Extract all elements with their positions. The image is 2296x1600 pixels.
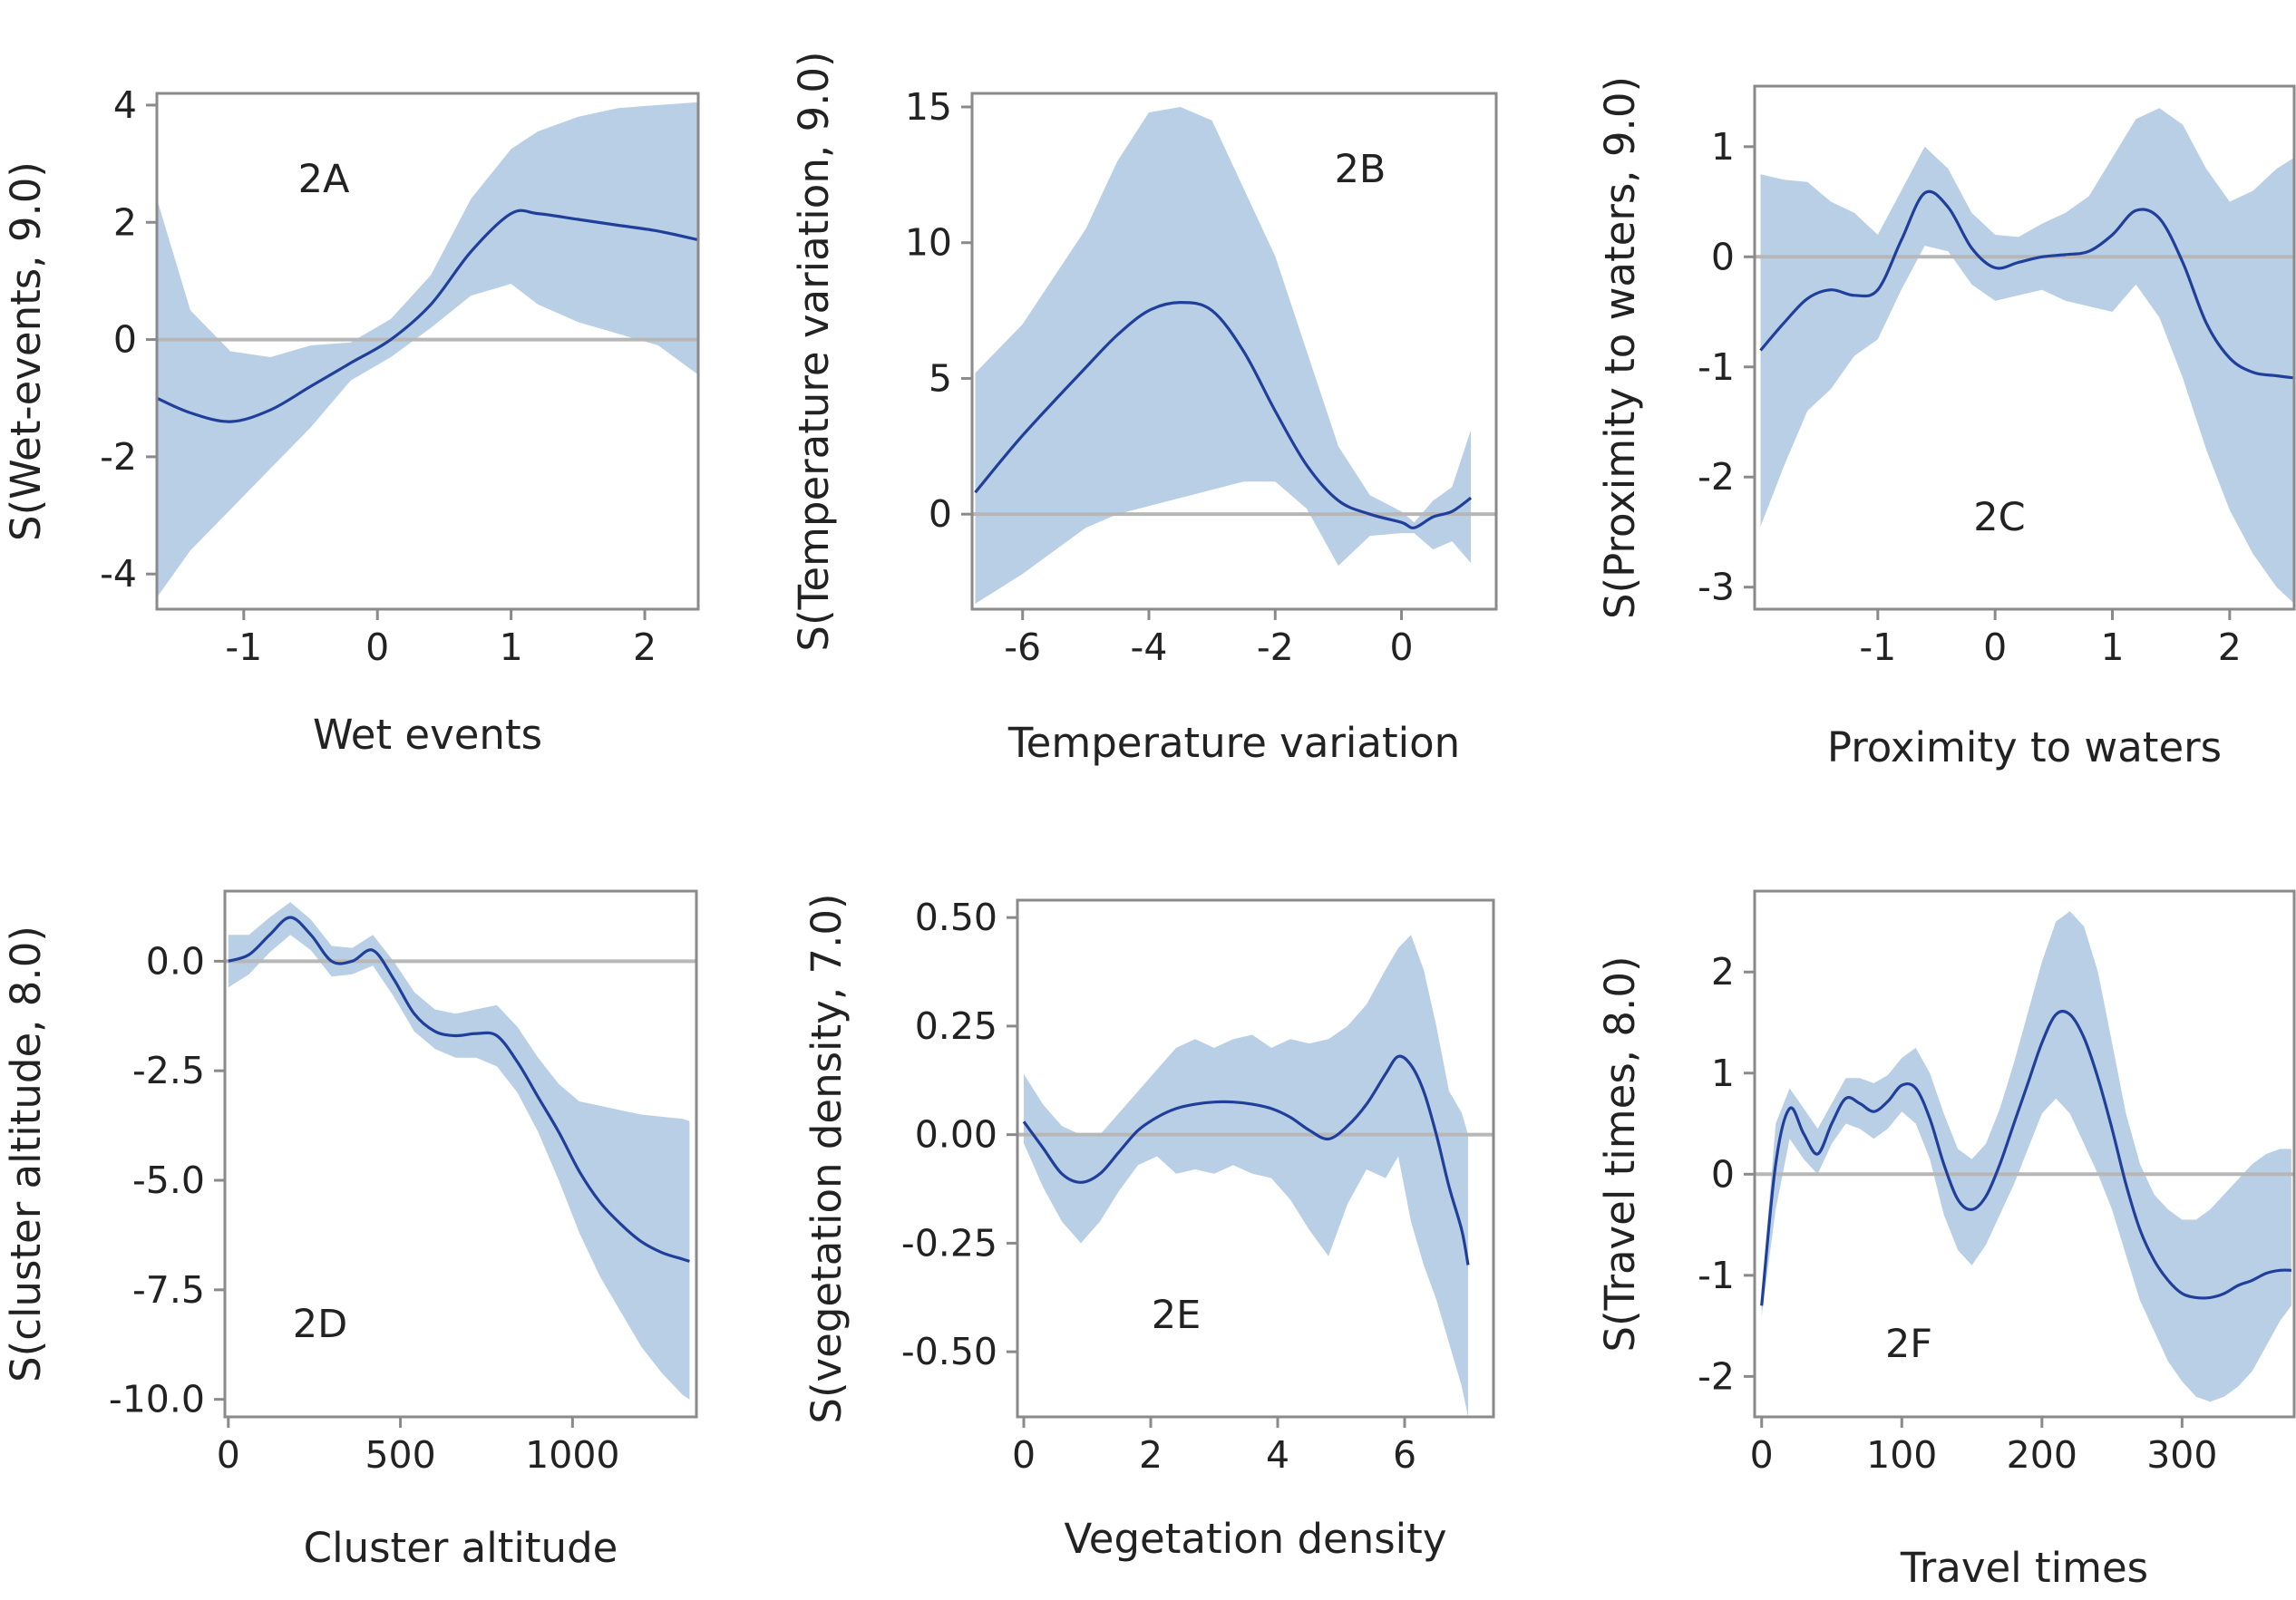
y-tick-label: -2 [100,435,137,479]
plot-frame [1753,84,2296,611]
panel-label: 2F [1885,1322,1932,1367]
panel-label: 2A [298,157,350,202]
y-tick-label: -2 [1698,1354,1735,1398]
x-axis-title: Vegetation density [1065,1515,1447,1563]
y-tick-label: 0.50 [915,896,997,939]
y-tick-label: 0 [113,318,137,362]
y-axis-title: S(Wet-events, 9.0) [2,161,50,541]
y-axis-title: S(vegetation density, 7.0) [803,893,851,1423]
confidence-band [228,902,690,1400]
y-tick-label: 0.0 [146,939,205,983]
confidence-band [1761,911,2291,1402]
x-axis-title: Wet events [313,711,542,759]
y-tick-label: -3 [1698,566,1735,609]
x-tick-label: 0 [1389,625,1413,669]
confidence-band [975,107,1472,604]
y-axis-title: S(Temperature variation, 9.0) [790,51,838,651]
panel-2b: -6 -4 -2 0 0 5 10 15 Temperature variation S(Temp… [790,51,1498,767]
y-tick-label: -1 [1698,345,1735,389]
plot-frame [1016,898,1495,1419]
x-tick-label: -4 [1131,625,1168,669]
x-tick-label: 0 [1012,1433,1036,1477]
x-tick-label: 1000 [525,1433,619,1477]
panel-label: 2C [1973,495,2025,540]
panel-label: 2E [1152,1293,1202,1338]
x-axis-title: Cluster altitude [304,1524,618,1572]
smooth-fit-line [157,208,698,423]
y-tick-label: -10.0 [109,1378,205,1421]
y-tick-label: 1 [1711,1052,1735,1095]
x-tick-label: -2 [1257,625,1294,669]
x-tick-label: 1 [2100,625,2124,669]
panel-label: 2B [1335,147,1386,192]
panel-2f: 0 100 200 300 2 1 0 -1 -2 Travel times S(Travel ti… [1596,889,2296,1592]
smooth-fit-line [1760,1009,2291,1306]
x-tick-label: -1 [1859,625,1896,669]
x-tick-label: 100 [1866,1433,1937,1477]
panel-2a: -1 0 1 2 -4 -2 0 2 4 Wet events S(Wet-events, 9.0)… [2,83,700,759]
confidence-band [1760,108,2294,604]
x-axis-title: Temperature variation [1007,719,1460,767]
plot-frame [155,92,700,611]
y-tick-label: 15 [905,85,952,129]
x-tick-label: 4 [1266,1433,1289,1477]
y-tick-label: 0 [1711,1152,1735,1196]
y-tick-label: -4 [100,552,137,596]
plot-frame [970,92,1498,611]
x-tick-label: 2 [633,625,657,669]
x-axis-title: Travel times [1900,1544,2148,1592]
x-tick-label: 500 [365,1433,435,1477]
y-tick-label: -2.5 [132,1049,205,1092]
y-tick-label: 0 [1711,235,1735,278]
y-tick-label: -0.50 [901,1330,997,1373]
confidence-band [157,102,698,598]
panel-2d: 0 500 1000 0.0 -2.5 -5.0 -7.5 -10.0 Cluster alti… [2,889,698,1572]
x-tick-label: 1 [500,625,523,669]
plot-frame [223,889,698,1419]
y-tick-label: 0.00 [915,1113,997,1157]
y-tick-label: 2 [1711,950,1735,994]
y-tick-label: -0.25 [901,1221,997,1265]
plot-frame [1753,889,2296,1419]
x-tick-label: 300 [2146,1433,2217,1477]
x-tick-label: 200 [2007,1433,2077,1477]
y-tick-label: -1 [1698,1254,1735,1297]
y-tick-label: 2 [113,200,137,244]
x-tick-label: 0 [1983,625,2007,669]
y-axis-title: S(Proximity to waters, 9.0) [1596,76,1644,619]
smooth-fit-line [228,916,690,1263]
x-tick-label: 0 [217,1433,240,1477]
y-tick-label: 4 [113,83,137,127]
x-tick-label: -1 [225,625,262,669]
y-tick-label: 10 [905,221,952,265]
x-tick-label: 0 [365,625,389,669]
y-axis-title: S(cluster altitude, 8.0) [2,926,50,1382]
panel-2c: -1 0 1 2 1 0 -1 -2 -3 Proximity to waters S(Proxim… [1596,76,2296,771]
x-axis-title: Proximity to waters [1827,723,2222,771]
smooth-fit-line [974,300,1473,529]
x-tick-label: 2 [2218,625,2242,669]
x-tick-label: 2 [1139,1433,1163,1477]
y-tick-label: -7.5 [132,1268,205,1312]
y-tick-label: 5 [929,356,952,400]
confidence-band [1024,935,1468,1417]
smooth-fit-line [1022,1054,1470,1265]
y-tick-label: -5.0 [132,1159,205,1202]
panel-label: 2D [293,1302,347,1347]
y-axis-title: S(Travel times, 8.0) [1596,955,1644,1352]
x-tick-label: -6 [1004,625,1041,669]
smooth-fit-line [1759,189,2294,380]
y-tick-label: 0 [929,492,952,536]
y-tick-label: 0.25 [915,1004,997,1048]
x-tick-label: 6 [1393,1433,1416,1477]
y-tick-label: -2 [1698,455,1735,499]
x-tick-label: 0 [1750,1433,1774,1477]
panel-2e: 0 2 4 6 0.50 0.25 0.00 -0.25 -0.50 Vegetation den… [803,893,1495,1563]
y-tick-label: 1 [1711,125,1735,169]
